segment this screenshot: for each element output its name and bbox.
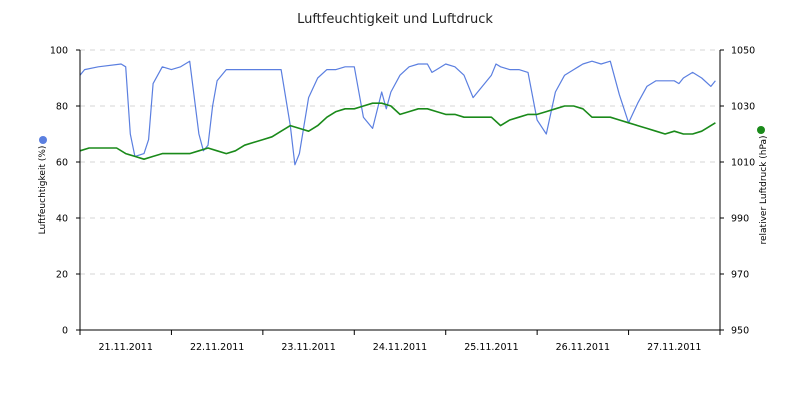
x-tick-label: 23.11.2011 xyxy=(281,342,335,353)
x-tick-label: 26.11.2011 xyxy=(556,342,610,353)
x-tick-label: 24.11.2011 xyxy=(373,342,427,353)
x-tick-label: 27.11.2011 xyxy=(647,342,701,353)
humidity-series-line xyxy=(79,60,716,166)
right-tick-label: 970 xyxy=(731,270,749,281)
right-tick-label: 1010 xyxy=(731,158,755,169)
left-tick-label: 80 xyxy=(56,102,68,113)
pressure-series-line xyxy=(79,102,716,160)
right-tick-label: 950 xyxy=(731,326,749,337)
x-tick-label: 25.11.2011 xyxy=(464,342,518,353)
right-axis-label: relativer Luftdruck (hPa) xyxy=(759,135,769,244)
x-axis-ticks: 21.11.2011 22.11.2011 23.11.2011 24.11.2011… xyxy=(79,330,721,353)
right-tick-label: 990 xyxy=(731,214,749,225)
right-axis-ticks: 950 970 990 1010 1030 1050 xyxy=(720,46,755,337)
x-tick-label: 22.11.2011 xyxy=(190,342,244,353)
right-legend-marker xyxy=(757,126,765,134)
grid-layer xyxy=(80,49,720,275)
right-tick-label: 1050 xyxy=(731,46,755,57)
chart-title: Luftfeuchtigkeit und Luftdruck xyxy=(297,12,493,27)
left-tick-label: 20 xyxy=(56,270,68,281)
left-tick-label: 60 xyxy=(56,158,68,169)
series-layer xyxy=(79,60,716,166)
left-legend-marker xyxy=(39,136,47,144)
left-axis-label: Luftfeuchtigkeit (%) xyxy=(38,146,48,235)
left-tick-label: 100 xyxy=(50,46,68,57)
left-tick-label: 40 xyxy=(56,214,68,225)
left-axis-ticks: 0 20 40 60 80 100 xyxy=(50,46,80,337)
left-tick-label: 0 xyxy=(62,326,68,337)
x-tick-label: 21.11.2011 xyxy=(99,342,153,353)
right-tick-label: 1030 xyxy=(731,102,755,113)
